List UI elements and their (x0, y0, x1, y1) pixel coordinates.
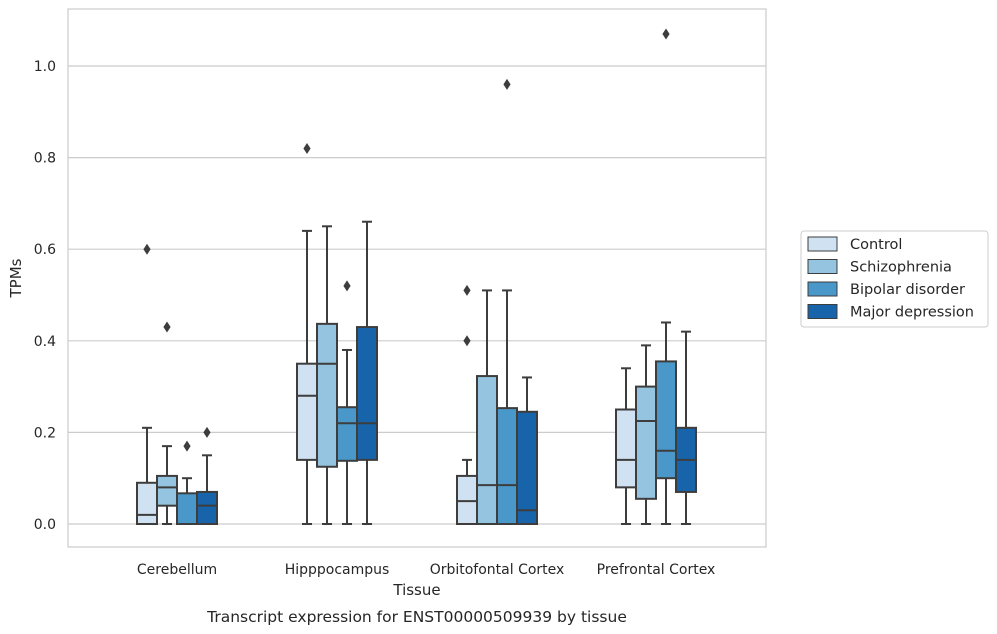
outlier-point (183, 440, 191, 452)
box-major-depression (516, 376, 538, 526)
box-schizophrenia (316, 225, 338, 525)
outlier-point (303, 142, 311, 154)
box-body (516, 410, 538, 526)
legend-label: Major depression (850, 305, 974, 321)
x-tick-label: Cerebellum (137, 562, 217, 578)
outlier-point (163, 321, 171, 333)
legend-label: Control (850, 237, 902, 253)
plot-frame (67, 8, 767, 548)
box-bipolar-disorder (655, 28, 677, 525)
box-schizophrenia (156, 321, 178, 525)
box-body (176, 492, 198, 525)
box-control (456, 284, 478, 526)
y-tick-label: 0.0 (34, 517, 56, 533)
y-tick-label: 1.0 (34, 59, 56, 75)
outlier-point (203, 426, 211, 438)
x-axis-title: Tissue (392, 581, 440, 599)
y-axis-title: TPMs (7, 258, 25, 298)
legend-swatch (807, 304, 838, 319)
outlier-point (343, 280, 351, 292)
x-tick-label: Hipppocampus (285, 562, 390, 578)
box-body (635, 385, 657, 500)
outlier-point (463, 284, 471, 296)
legend: Control Schizophrenia Bipolar disorder Majo… (800, 230, 989, 328)
box-bipolar-disorder (176, 440, 198, 525)
box-groups (136, 28, 697, 526)
box-control (136, 243, 158, 525)
box-body (476, 375, 498, 526)
legend-frame (800, 230, 989, 328)
legend-label: Bipolar disorder (850, 282, 965, 298)
box-body (615, 408, 637, 489)
box-body (336, 406, 358, 462)
outlier-point (463, 335, 471, 347)
box-body (196, 490, 218, 526)
box-body (456, 474, 478, 526)
box-control (615, 367, 637, 525)
y-tick-label: 0.6 (34, 242, 56, 258)
box-major-depression (675, 330, 697, 525)
x-tick-label: Prefrontal Cortex (597, 562, 716, 578)
box-body (296, 362, 318, 461)
box-major-depression (356, 220, 378, 525)
box-bipolar-disorder (336, 280, 358, 525)
y-tick-labels: 0.0 0.2 0.4 0.6 0.8 1.0 (34, 59, 56, 533)
box-major-depression (196, 426, 218, 526)
box-body (316, 322, 338, 468)
box-schizophrenia (476, 289, 498, 526)
chart-caption: Transcript expression for ENST0000050993… (206, 608, 627, 626)
box-control (296, 142, 318, 525)
box-body (156, 474, 178, 507)
box-body (136, 481, 158, 525)
legend-swatch (807, 259, 838, 274)
x-tick-labels: Cerebellum Hipppocampus Orbitofontal Corte… (137, 562, 715, 578)
outlier-point (143, 243, 151, 255)
outlier-point (503, 78, 511, 90)
legend-swatch (807, 281, 838, 297)
box-bipolar-disorder (496, 78, 518, 526)
legend-label: Schizophrenia (850, 260, 952, 276)
y-tick-label: 0.2 (34, 425, 56, 441)
x-tick-label: Orbitofontal Cortex (430, 562, 565, 578)
box-body (496, 407, 518, 526)
y-tick-label: 0.4 (34, 334, 56, 350)
box-body (655, 360, 677, 480)
box-schizophrenia (635, 344, 657, 525)
box-body (356, 326, 378, 461)
legend-swatch (807, 236, 838, 252)
outlier-point (662, 28, 670, 40)
y-tick-label: 0.8 (34, 151, 56, 167)
